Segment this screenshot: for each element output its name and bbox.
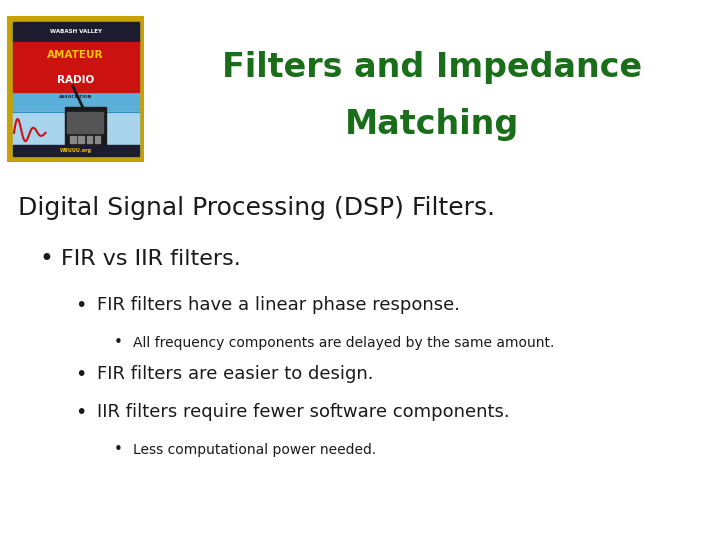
Text: •: • <box>114 335 122 350</box>
Text: FIR vs IIR filters.: FIR vs IIR filters. <box>61 249 241 269</box>
Text: RADIO: RADIO <box>57 75 94 85</box>
Text: FIR filters are easier to design.: FIR filters are easier to design. <box>97 365 374 383</box>
Text: •: • <box>76 295 87 315</box>
Bar <box>13 145 138 156</box>
Text: WABASH VALLEY: WABASH VALLEY <box>50 29 102 34</box>
Text: IIR filters require fewer software components.: IIR filters require fewer software compo… <box>97 403 510 421</box>
Text: Filters and Impedance: Filters and Impedance <box>222 51 642 84</box>
Bar <box>86 140 92 143</box>
Bar <box>13 43 138 68</box>
Bar <box>78 140 84 143</box>
Bar <box>13 22 138 43</box>
Bar <box>13 68 138 92</box>
Text: Matching: Matching <box>345 107 519 141</box>
Bar <box>65 106 106 147</box>
Bar <box>70 136 76 139</box>
Text: All frequency components are delayed by the same amount.: All frequency components are delayed by … <box>133 336 554 350</box>
Text: Less computational power needed.: Less computational power needed. <box>133 443 377 457</box>
Bar <box>68 112 103 133</box>
Text: FIR filters have a linear phase response.: FIR filters have a linear phase response… <box>97 296 460 314</box>
Bar <box>13 112 138 156</box>
Text: W9UUU.org: W9UUU.org <box>60 148 91 153</box>
Bar <box>86 136 92 139</box>
Text: •: • <box>40 247 53 271</box>
Text: AMATEUR: AMATEUR <box>48 50 104 60</box>
Bar <box>95 136 100 139</box>
Bar <box>78 136 84 139</box>
Text: ASSOCIATION: ASSOCIATION <box>59 95 92 99</box>
Bar <box>95 140 100 143</box>
Text: Digital Signal Processing (DSP) Filters.: Digital Signal Processing (DSP) Filters. <box>18 196 495 220</box>
Text: •: • <box>114 442 122 457</box>
Bar <box>70 140 76 143</box>
Text: •: • <box>76 402 87 422</box>
Text: •: • <box>76 364 87 384</box>
